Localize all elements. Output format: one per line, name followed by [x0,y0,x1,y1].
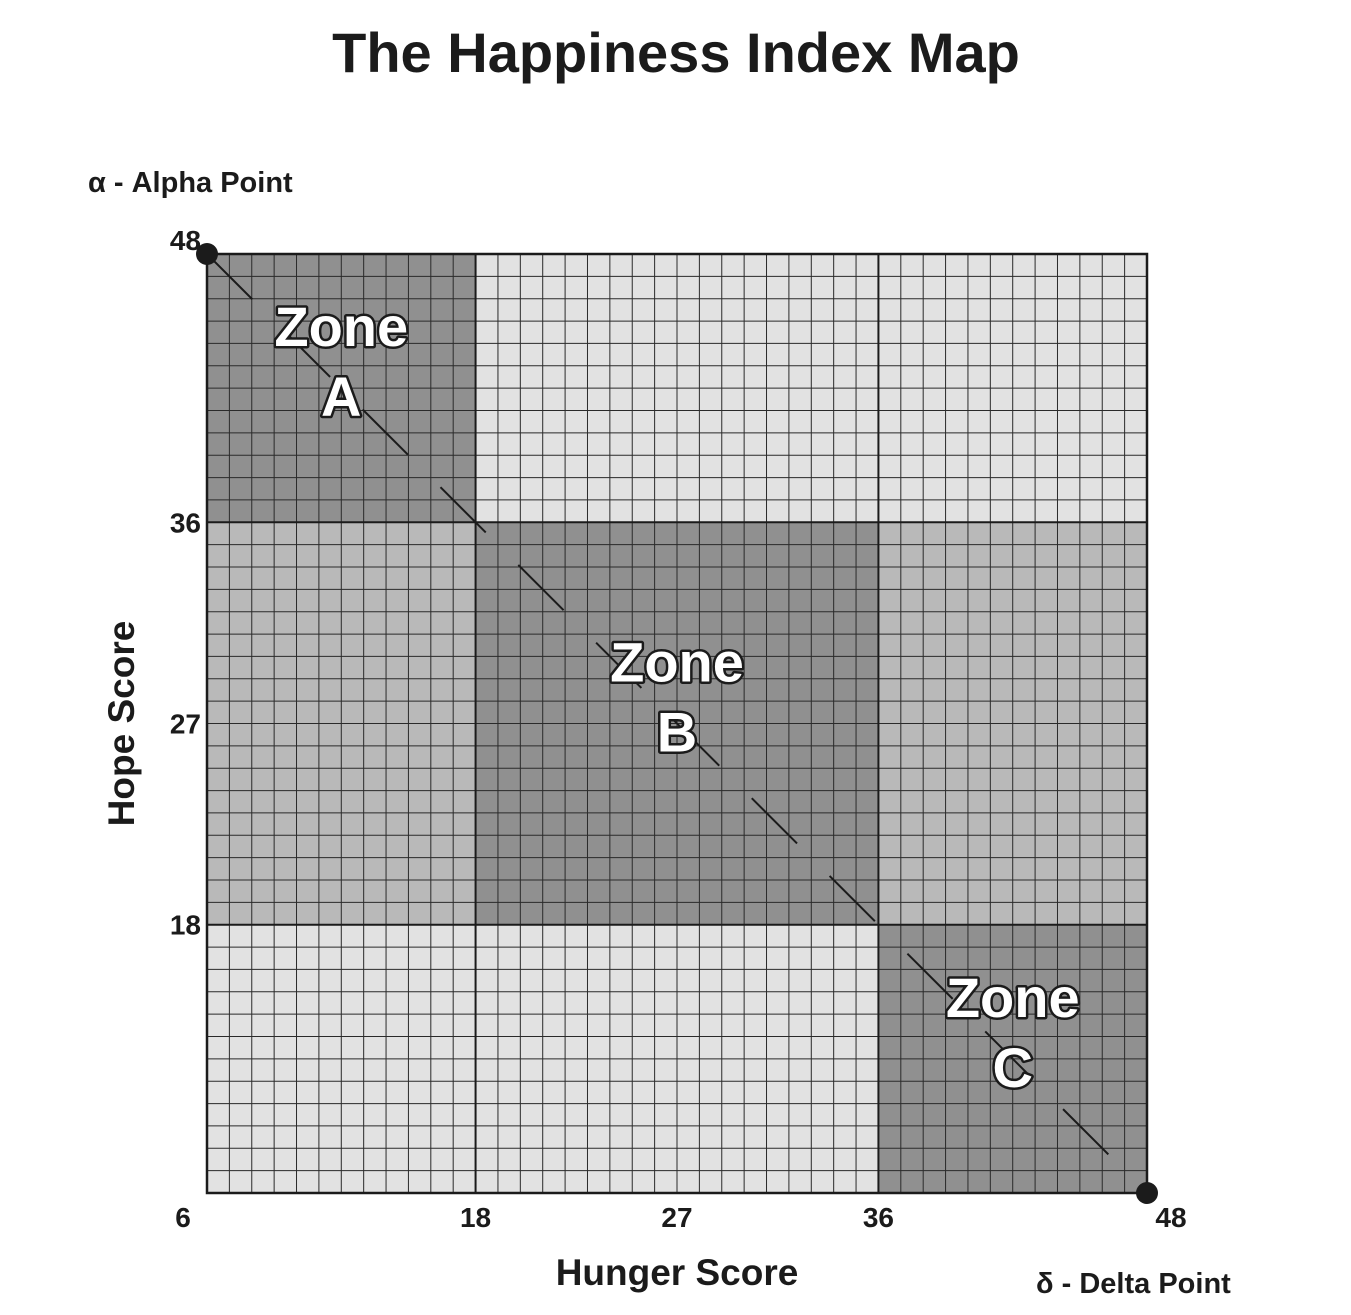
y-tick-labels: 48 36 27 18 [170,225,201,941]
x-tick-label: 48 [1155,1202,1186,1233]
alpha-point-marker [196,243,218,265]
x-tick-label: 6 [175,1202,191,1233]
chart-title: The Happiness Index Map [332,21,1020,84]
zone-label-line1: Zone [274,295,408,358]
alpha-delta-diagonal [206,253,1148,1194]
y-tick-label: 18 [170,910,201,941]
x-axis-label: Hunger Score [556,1252,799,1293]
x-tick-labels: 6 18 27 36 48 [175,1202,1186,1233]
corner-points [196,243,1158,1204]
x-tick-label: 18 [460,1202,491,1233]
x-tick-label: 27 [661,1202,692,1233]
delta-point-marker [1136,1182,1158,1204]
zone-labels: Zone A Zone B Zone C [272,293,1082,1102]
zone-label-line2: B [657,701,697,764]
y-tick-label: 27 [170,709,201,740]
delta-point-label: δ - Delta Point [1036,1268,1231,1300]
zone-label-line2: A [321,365,361,428]
alpha-point-label: α - Alpha Point [88,167,293,199]
x-tick-label: 36 [863,1202,894,1233]
y-tick-label: 36 [170,507,201,538]
plot-frame [205,252,1149,1195]
zone-label-line2: C [992,1036,1032,1099]
y-axis-label: Hope Score [101,621,142,827]
y-tick-label: 48 [170,225,201,256]
zone-label-line1: Zone [610,631,744,694]
zone-label-line1: Zone [946,966,1080,1029]
diagonal-dashed-line [206,253,1148,1194]
